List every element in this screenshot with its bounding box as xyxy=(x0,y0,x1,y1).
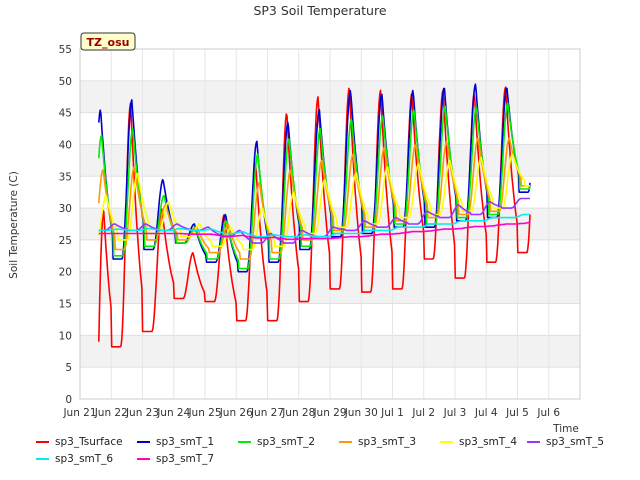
legend-item-smt3: sp3_smT_3 xyxy=(339,436,416,448)
legend-item-smt6: sp3_smT_6 xyxy=(36,453,113,465)
x-tick-label: Jul 4 xyxy=(474,407,498,419)
x-tick-label: Jul 2 xyxy=(411,407,435,419)
legend-swatch xyxy=(238,441,251,443)
x-tick-label: Jul 1 xyxy=(380,407,404,419)
y-tick-label: 20 xyxy=(59,267,72,279)
series-line-sp3_smT_7 xyxy=(98,221,531,241)
x-tick-label: Jun 23 xyxy=(125,407,159,419)
y-tick-label: 35 xyxy=(59,171,72,183)
y-axis-ticks: 0 5 10 15 20 25 30 35 40 45 50 55 xyxy=(59,44,72,406)
y-tick-label: 10 xyxy=(59,330,72,342)
legend-label: sp3_smT_2 xyxy=(257,436,316,448)
y-tick-label: 5 xyxy=(65,362,72,374)
legend-swatch xyxy=(440,441,453,443)
x-tick-label: Jun 30 xyxy=(344,407,378,419)
y-tick-label: 55 xyxy=(59,44,72,56)
site-badge: TZ_osu xyxy=(80,32,136,51)
site-badge-label: TZ_osu xyxy=(87,36,130,49)
legend-row-1: sp3_Tsurface sp3_smT_1 sp3_smT_2 sp3_smT… xyxy=(36,436,636,453)
x-tick-label: Jun 27 xyxy=(250,407,284,419)
legend-swatch xyxy=(36,458,49,460)
series-line-sp3_Tsurface xyxy=(98,86,531,348)
y-axis-label: Soil Temperature (C) xyxy=(8,171,20,279)
legend-label: sp3_smT_3 xyxy=(358,436,417,448)
legend-label: sp3_smT_6 xyxy=(55,453,114,465)
legend-item-smt1: sp3_smT_1 xyxy=(137,436,214,448)
legend-item-smt4: sp3_smT_4 xyxy=(440,436,517,448)
plot-frame xyxy=(79,48,581,400)
y-tick-label: 50 xyxy=(59,76,72,88)
y-tick-label: 15 xyxy=(59,299,72,311)
legend-label: sp3_smT_4 xyxy=(459,436,518,448)
legend-item-smt5: sp3_smT_5 xyxy=(527,436,604,448)
legend-item-smt7: sp3_smT_7 xyxy=(137,453,214,465)
series-line-sp3_smT_6 xyxy=(98,213,531,238)
y-tick-label: 0 xyxy=(65,394,72,406)
x-tick-label: Jun 29 xyxy=(312,407,346,419)
y-tick-label: 25 xyxy=(59,235,72,247)
x-tick-label: Jul 3 xyxy=(443,407,467,419)
legend-swatch xyxy=(137,441,150,443)
chart-legend: sp3_Tsurface sp3_smT_1 sp3_smT_2 sp3_smT… xyxy=(36,436,636,470)
series-lines xyxy=(98,83,531,348)
y-tick-label: 45 xyxy=(59,108,72,120)
legend-swatch xyxy=(137,458,150,460)
legend-swatch xyxy=(527,441,540,443)
x-tick-label: Jul 5 xyxy=(505,407,529,419)
x-tick-label: Jun 28 xyxy=(281,407,315,419)
y-tick-label: 30 xyxy=(59,203,72,215)
x-tick-label: Jun 21 xyxy=(62,407,96,419)
x-tick-label: Jul 6 xyxy=(536,407,560,419)
legend-swatch xyxy=(36,441,49,443)
series-line-sp3_smT_3 xyxy=(98,137,531,260)
x-axis-label: Time xyxy=(552,423,579,435)
x-tick-label: Jun 25 xyxy=(187,407,221,419)
legend-item-smt2: sp3_smT_2 xyxy=(238,436,315,448)
legend-label: sp3_Tsurface xyxy=(55,436,123,448)
y-tick-label: 40 xyxy=(59,139,72,151)
legend-label: sp3_smT_7 xyxy=(156,453,215,465)
legend-row-2: sp3_smT_6 sp3_smT_7 xyxy=(36,453,636,470)
legend-label: sp3_smT_5 xyxy=(546,436,605,448)
series-line-sp3_smT_4 xyxy=(98,153,531,251)
x-tick-label: Jun 24 xyxy=(156,407,190,419)
site-badge-box xyxy=(80,32,136,51)
x-tick-label: Jun 22 xyxy=(94,407,128,419)
legend-item-tsurface: sp3_Tsurface xyxy=(36,436,123,448)
chart-title: SP3 Soil Temperature xyxy=(253,3,386,18)
x-tick-label: Jun 26 xyxy=(219,407,253,419)
legend-label: sp3_smT_1 xyxy=(156,436,215,448)
legend-swatch xyxy=(339,441,352,443)
